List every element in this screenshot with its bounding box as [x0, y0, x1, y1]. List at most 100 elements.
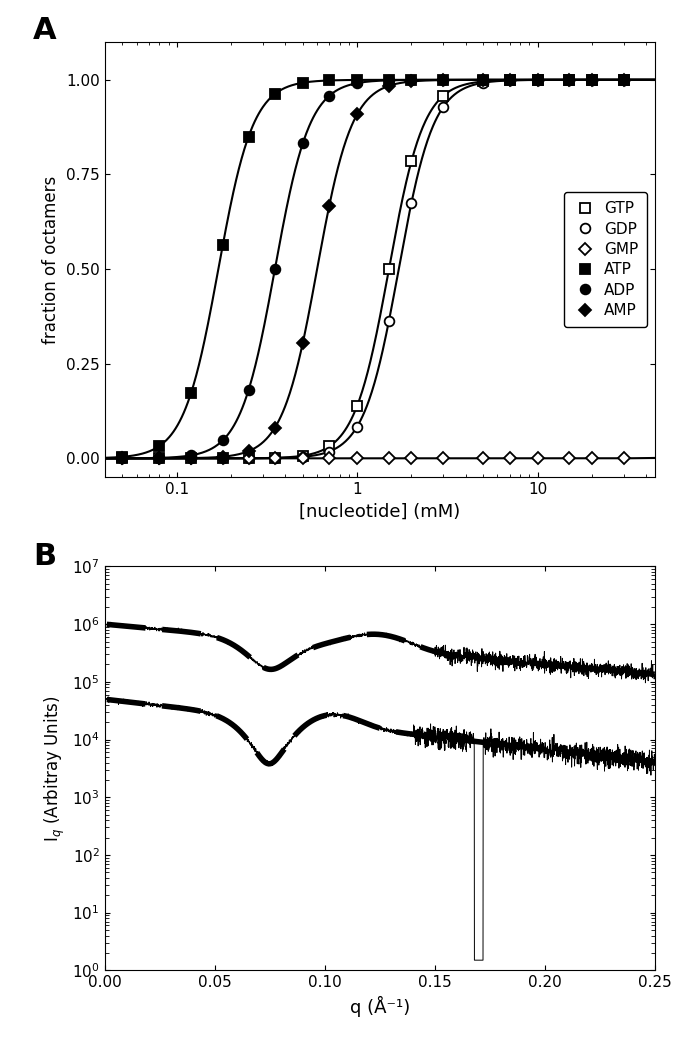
- ATP: [506, 73, 514, 86]
- ATP: [299, 77, 307, 89]
- AMP: [479, 73, 487, 86]
- ADP: [299, 136, 307, 149]
- GTP: [299, 449, 307, 462]
- ADP: [620, 73, 628, 86]
- GMP: [479, 452, 487, 465]
- ATP: [385, 73, 393, 86]
- GMP: [187, 452, 195, 465]
- GMP: [439, 452, 448, 465]
- GTP: [533, 73, 541, 86]
- GMP: [506, 452, 514, 465]
- GDP: [325, 445, 333, 457]
- GTP: [219, 452, 227, 465]
- GTP: [187, 452, 195, 465]
- GDP: [219, 452, 227, 465]
- GDP: [118, 452, 126, 465]
- AMP: [620, 73, 628, 86]
- GDP: [353, 421, 361, 433]
- GDP: [408, 196, 416, 209]
- GTP: [244, 452, 252, 465]
- GTP: [385, 263, 393, 276]
- AMP: [271, 422, 279, 434]
- ATP: [155, 440, 163, 452]
- Line: GTP: GTP: [117, 74, 628, 464]
- AMP: [299, 337, 307, 349]
- ATP: [533, 73, 541, 86]
- GMP: [219, 452, 227, 465]
- GTP: [325, 441, 333, 453]
- GDP: [565, 73, 573, 86]
- ATP: [325, 74, 333, 87]
- GDP: [385, 315, 393, 327]
- GTP: [118, 452, 126, 465]
- Line: GMP: GMP: [118, 454, 628, 463]
- AMP: [244, 445, 252, 457]
- ADP: [219, 434, 227, 447]
- ADP: [439, 73, 448, 86]
- ADP: [353, 77, 361, 89]
- GMP: [325, 452, 333, 465]
- ADP: [565, 73, 573, 86]
- GMP: [271, 452, 279, 465]
- GTP: [353, 400, 361, 412]
- GTP: [439, 89, 448, 102]
- GMP: [408, 452, 416, 465]
- GTP: [479, 76, 487, 88]
- Line: ADP: ADP: [117, 74, 628, 464]
- GDP: [588, 73, 596, 86]
- AMP: [325, 199, 333, 212]
- Text: B: B: [33, 542, 56, 572]
- ATP: [271, 88, 279, 101]
- ADP: [325, 89, 333, 102]
- GDP: [271, 452, 279, 465]
- ATP: [244, 130, 252, 143]
- AMP: [187, 452, 195, 465]
- GDP: [187, 452, 195, 465]
- GDP: [533, 73, 541, 86]
- Y-axis label: fraction of octamers: fraction of octamers: [43, 175, 61, 344]
- ATP: [439, 73, 448, 86]
- ATP: [479, 73, 487, 86]
- ADP: [479, 73, 487, 86]
- ATP: [353, 73, 361, 86]
- AMP: [408, 76, 416, 88]
- GMP: [565, 452, 573, 465]
- GDP: [299, 450, 307, 463]
- GDP: [439, 101, 448, 113]
- Legend: GTP, GDP, GMP, ATP, ADP, AMP: GTP, GDP, GMP, ATP, ADP, AMP: [564, 192, 647, 327]
- Line: ATP: ATP: [117, 74, 628, 462]
- GDP: [155, 452, 163, 465]
- GMP: [385, 452, 393, 465]
- ATP: [565, 73, 573, 86]
- GMP: [620, 452, 628, 465]
- X-axis label: [nucleotide] (mM): [nucleotide] (mM): [299, 502, 460, 520]
- Line: AMP: AMP: [118, 76, 628, 463]
- GDP: [479, 77, 487, 89]
- AMP: [219, 450, 227, 463]
- ATP: [219, 238, 227, 251]
- GTP: [155, 452, 163, 465]
- Y-axis label: I$_q$ (Arbitray Units): I$_q$ (Arbitray Units): [43, 695, 67, 841]
- Line: GDP: GDP: [117, 74, 628, 464]
- ADP: [533, 73, 541, 86]
- GMP: [299, 452, 307, 465]
- GDP: [620, 73, 628, 86]
- GTP: [506, 73, 514, 86]
- AMP: [565, 73, 573, 86]
- ADP: [408, 73, 416, 86]
- ADP: [506, 73, 514, 86]
- GTP: [620, 73, 628, 86]
- ATP: [588, 73, 596, 86]
- ADP: [588, 73, 596, 86]
- ADP: [385, 74, 393, 87]
- ADP: [118, 452, 126, 465]
- AMP: [118, 452, 126, 465]
- X-axis label: q (Å⁻¹): q (Å⁻¹): [350, 996, 410, 1016]
- AMP: [385, 80, 393, 92]
- GTP: [408, 155, 416, 168]
- AMP: [506, 73, 514, 86]
- GMP: [118, 452, 126, 465]
- AMP: [155, 452, 163, 465]
- ATP: [620, 73, 628, 86]
- ADP: [244, 384, 252, 397]
